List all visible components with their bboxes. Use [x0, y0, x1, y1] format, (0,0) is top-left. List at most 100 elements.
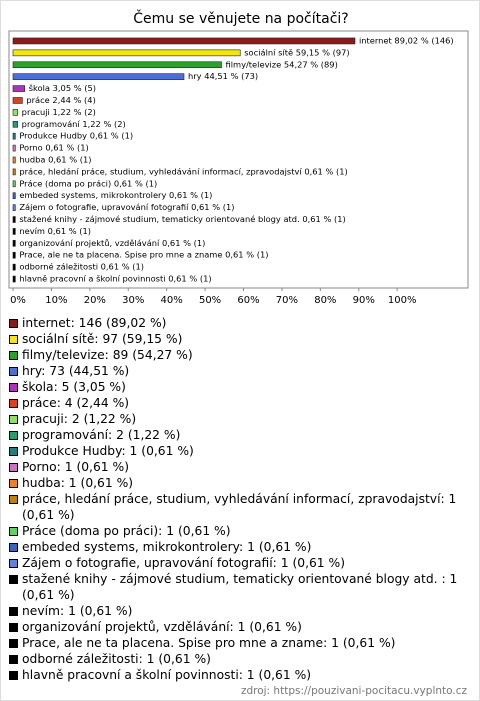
legend-label: nevím: 1 (0,61 %)	[22, 604, 133, 618]
bar-label: internet 89,02 % (146)	[359, 35, 454, 45]
legend-swatch	[9, 463, 18, 472]
legend-item: internet: 146 (89,02 %)	[9, 315, 471, 331]
legend-swatch	[9, 335, 18, 344]
legend-swatch	[9, 351, 18, 360]
legend-label: sociální sítě: 97 (59,15 %)	[22, 332, 183, 346]
bar	[12, 109, 18, 116]
legend-swatch	[9, 543, 18, 552]
bar	[12, 251, 16, 259]
legend-label: pracuji: 2 (1,22 %)	[22, 412, 137, 426]
bar-label: práce 2,44 % (4)	[26, 95, 95, 105]
legend-swatch	[9, 399, 18, 408]
bar	[12, 85, 26, 92]
x-tick-label: 80%	[314, 295, 336, 306]
bar-label: pracuji 1,22 % (2)	[22, 107, 96, 117]
legend-swatch	[9, 431, 18, 440]
bar-label: Zájem o fotografie, upravování fotografi…	[19, 202, 234, 212]
bar	[12, 228, 16, 235]
legend-item: filmy/televize: 89 (54,27 %)	[9, 347, 471, 363]
legend-swatch	[9, 575, 18, 584]
legend-item: Zájem o fotografie, upravování fotografi…	[9, 555, 471, 571]
x-tick-label: 30%	[122, 295, 144, 306]
legend-item: Prace, ale ne ta placena. Spise pro mne …	[9, 635, 471, 651]
legend-swatch	[9, 559, 18, 568]
bar	[12, 120, 18, 128]
x-tick-label: 0%	[10, 295, 26, 306]
legend-item: práce: 4 (2,44 %)	[9, 395, 471, 411]
x-tick-label: 20%	[84, 295, 106, 306]
bar-label: Práce (doma po práci) 0,61 % (1)	[19, 178, 157, 188]
bar	[12, 37, 356, 45]
bar-label: embeded systems, mikrokontrolery 0,61 % …	[19, 190, 212, 200]
bar	[12, 156, 16, 164]
legend-item: nevím: 1 (0,61 %)	[9, 603, 471, 619]
legend-label: škola: 5 (3,05 %)	[22, 380, 126, 394]
chart: Čemu se věnujete na počítači? 0% 10% 20% 30…	[8, 9, 469, 306]
bar	[12, 204, 16, 211]
bar-label: hlavně pracovní a školní povinnosti 0,61…	[19, 274, 211, 284]
legend-item: sociální sítě: 97 (59,15 %)	[9, 331, 471, 347]
bar	[12, 144, 16, 152]
legend-item: hudba: 1 (0,61 %)	[9, 475, 471, 491]
x-tick-label: 50%	[199, 295, 221, 306]
legend-swatch	[9, 447, 18, 456]
bar-label: odborné záležitosti 0,61 % (1)	[19, 262, 144, 272]
legend-label: embeded systems, mikrokontrolery: 1 (0,6…	[22, 540, 312, 554]
legend-label: programování: 2 (1,22 %)	[22, 428, 181, 442]
legend-label: hlavně pracovní a školní povinnosti: 1 (…	[22, 668, 312, 682]
bar	[12, 132, 16, 140]
x-tick-label: 90%	[353, 295, 375, 306]
bar-label: programování 1,22 % (2)	[22, 119, 126, 129]
legend-item: Produkce Hudby: 1 (0,61 %)	[9, 443, 471, 459]
source: zdroj: https://pouzivani-pocitacu.vyplnt…	[240, 685, 467, 697]
legend-label: práce, hledání práce, studium, vyhledává…	[22, 492, 457, 522]
x-tick-label: 70%	[276, 295, 298, 306]
bar	[12, 216, 16, 223]
bar-label: Prace, ale ne ta placena. Spise pro mne …	[19, 250, 268, 260]
bar	[12, 192, 16, 200]
legend-item: pracuji: 2 (1,22 %)	[9, 411, 471, 427]
bar	[12, 168, 16, 176]
legend-label: odborné záležitosti: 1 (0,61 %)	[22, 652, 211, 666]
bar	[12, 240, 16, 247]
x-tick-label: 10%	[45, 295, 67, 306]
bar-label: Produkce Hudby 0,61 % (1)	[19, 131, 133, 141]
legend-label: filmy/televize: 89 (54,27 %)	[22, 348, 193, 362]
legend-swatch	[9, 623, 18, 632]
legend-item: organizování projektů, vzdělávání: 1 (0,…	[9, 619, 471, 635]
legend-swatch	[9, 367, 18, 376]
legend-swatch	[9, 639, 18, 648]
legend-item: stažené knihy - zájmové studium, tematic…	[9, 571, 471, 603]
legend-swatch	[9, 527, 18, 536]
legend-item: hry: 73 (44,51 %)	[9, 363, 471, 379]
legend-label: internet: 146 (89,02 %)	[22, 316, 167, 330]
legend-swatch	[9, 607, 18, 616]
plot-frame	[8, 30, 469, 289]
legend-item: škola: 5 (3,05 %)	[9, 379, 471, 395]
bar-label: škola 3,05 % (5)	[29, 83, 96, 93]
bar-label: filmy/televize 54,27 % (89)	[225, 59, 337, 69]
x-tick-label: 60%	[237, 295, 259, 306]
legend-swatch	[9, 415, 18, 424]
legend-label: práce: 4 (2,44 %)	[22, 396, 130, 410]
legend-item: hlavně pracovní a školní povinnosti: 1 (…	[9, 667, 471, 683]
legend-item: odborné záležitosti: 1 (0,61 %)	[9, 651, 471, 667]
legend-label: Produkce Hudby: 1 (0,61 %)	[22, 444, 194, 458]
legend-item: programování: 2 (1,22 %)	[9, 427, 471, 443]
legend-item: Práce (doma po práci): 1 (0,61 %)	[9, 523, 471, 539]
bar	[12, 61, 222, 69]
x-tick-label: 40%	[161, 295, 183, 306]
x-tick-label: 100%	[388, 295, 417, 306]
bar-label: práce, hledání práce, studium, vyhledává…	[19, 166, 347, 176]
bar-label: hry 44,51 % (73)	[188, 71, 258, 81]
bar-label: sociální sítě 59,15 % (97)	[244, 47, 349, 57]
legend-label: Prace, ale ne ta placena. Spise pro mne …	[22, 636, 396, 650]
legend-label: hudba: 1 (0,61 %)	[22, 476, 134, 490]
legend-swatch	[9, 671, 18, 680]
chart-title: Čemu se věnujete na počítači?	[133, 9, 348, 27]
legend-label: stažené knihy - zájmové studium, tematic…	[22, 572, 458, 602]
bar	[12, 180, 16, 188]
legend-label: organizování projektů, vzdělávání: 1 (0,…	[22, 620, 302, 634]
bar	[12, 275, 16, 283]
